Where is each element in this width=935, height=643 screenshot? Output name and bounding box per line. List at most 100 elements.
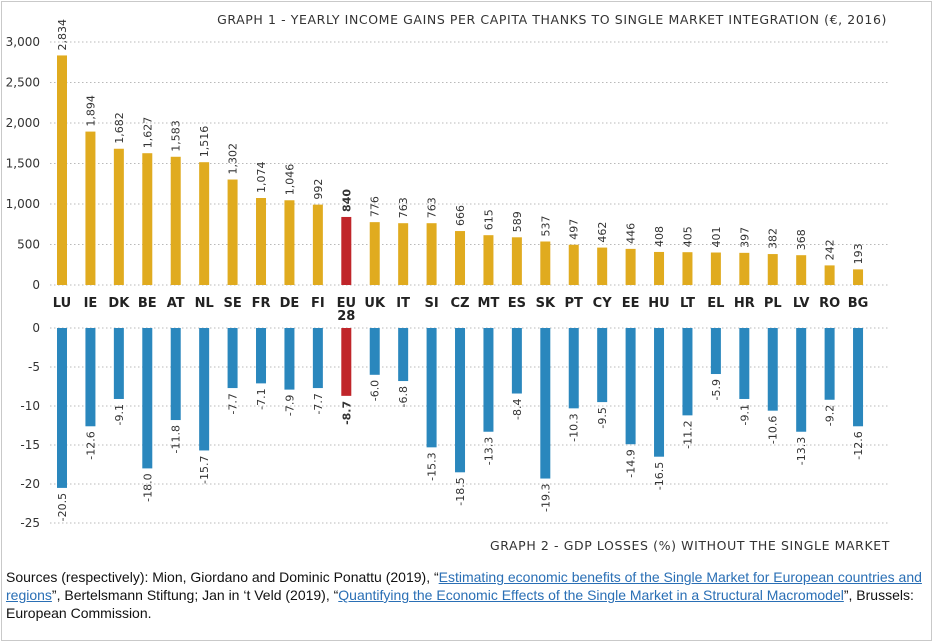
data-label-income: 615 (482, 209, 495, 230)
data-label-income: 242 (824, 239, 837, 260)
category-label: EL (707, 296, 724, 311)
bar-gdp-loss (483, 328, 494, 432)
bar-income (483, 235, 494, 285)
data-label-gdp-loss: -7.7 (227, 393, 240, 414)
bar-gdp-loss (398, 328, 409, 382)
bar-gdp-loss (455, 328, 466, 473)
bar-income (511, 237, 522, 285)
bar-gdp-loss (796, 328, 807, 432)
data-label-gdp-loss: -9.5 (596, 407, 609, 428)
data-label-income: 405 (681, 226, 694, 247)
category-label: DK (108, 296, 130, 311)
category-label: SI (424, 296, 438, 311)
data-label-income: 408 (653, 226, 666, 247)
bar-gdp-loss (426, 328, 437, 448)
category-label: IT (396, 296, 410, 311)
data-label-gdp-loss: -19.3 (539, 484, 552, 512)
graph2-title: GRAPH 2 - GDP LOSSES (%) WITHOUT THE SIN… (490, 538, 890, 553)
category-label: SK (536, 296, 556, 311)
y-tick-bottom: -10 (20, 399, 40, 413)
bar-income (597, 247, 608, 285)
bar-gdp-loss (57, 328, 67, 488)
data-label-gdp-loss: -11.2 (681, 420, 694, 448)
category-label: EE (622, 296, 640, 311)
bar-gdp-loss (142, 328, 153, 469)
data-label-gdp-loss: -7.9 (283, 395, 296, 416)
bars (57, 55, 864, 488)
category-label: AT (167, 296, 185, 311)
chart-canvas: GRAPH 1 - YEARLY INCOME GAINS PER CAPITA… (6, 12, 890, 553)
bar-gdp-loss (284, 328, 295, 390)
bar-income (739, 252, 750, 285)
y-tick-top: 2,000 (6, 116, 40, 130)
data-label-income: 1,627 (141, 117, 154, 149)
bar-income (369, 222, 380, 285)
bar-income (199, 162, 210, 285)
data-label-gdp-loss: -14.9 (625, 449, 638, 477)
bar-income (227, 179, 238, 285)
y-tick-top: 1,500 (6, 157, 40, 171)
data-label-income: 1,894 (84, 95, 97, 127)
data-label-income: 1,516 (198, 126, 211, 158)
category-label: MT (478, 296, 500, 311)
data-label-income: 397 (738, 227, 751, 248)
y-tick-top: 3,000 (6, 35, 40, 49)
y-tick-bottom: -15 (20, 438, 40, 452)
bar-income (540, 241, 551, 285)
category-label: BE (138, 296, 157, 311)
data-label-income: 497 (568, 219, 581, 240)
data-label-gdp-loss: -7.1 (255, 388, 268, 409)
category-label: NL (195, 296, 214, 311)
source-link-2[interactable]: Quantifying the Economic Effects of the … (338, 587, 844, 603)
data-label-gdp-loss: -10.6 (767, 416, 780, 444)
category-label: LT (680, 296, 695, 311)
data-label-gdp-loss: -15.7 (198, 455, 211, 483)
category-label: CY (593, 296, 613, 311)
category-label: EU 28 (337, 296, 356, 324)
data-label-income: 537 (539, 216, 552, 237)
data-label-income: 382 (767, 228, 780, 249)
graph1-title: GRAPH 1 - YEARLY INCOME GAINS PER CAPITA… (217, 12, 887, 27)
bar-income (682, 252, 693, 285)
y-tick-top: 0 (32, 278, 40, 292)
category-label: RO (819, 296, 840, 311)
data-label-income: 401 (710, 227, 723, 248)
data-label-income: 1,074 (255, 162, 268, 194)
data-label-gdp-loss: -18.0 (141, 473, 154, 501)
bar-gdp-loss (341, 328, 352, 396)
source-link-1[interactable]: Estimating economic benefits of the Sing… (6, 569, 922, 603)
bar-gdp-loss (853, 328, 864, 427)
y-tick-top: 2,500 (6, 76, 40, 90)
category-label: HR (734, 296, 755, 311)
data-label-income: 589 (511, 211, 524, 232)
bar-income (284, 200, 295, 285)
data-label-gdp-loss: -13.3 (482, 437, 495, 465)
bar-income (767, 254, 778, 285)
data-label-gdp-loss: -7.7 (312, 393, 325, 414)
bar-gdp-loss (568, 328, 579, 409)
bar-gdp-loss (312, 328, 323, 389)
bar-gdp-loss (597, 328, 608, 403)
bar-gdp-loss (227, 328, 238, 389)
bar-income (398, 223, 409, 285)
bar-gdp-loss (369, 328, 380, 375)
data-label-income: 776 (369, 196, 382, 217)
bar-income (341, 216, 352, 285)
y-tick-bottom: -5 (28, 360, 40, 374)
bar-income (57, 55, 67, 285)
data-label-gdp-loss: -10.3 (568, 413, 581, 441)
y-tick-bottom: -20 (20, 477, 40, 491)
y-tick-bottom: 0 (32, 321, 40, 335)
bar-gdp-loss (682, 328, 693, 416)
category-label: SE (223, 296, 241, 311)
data-label-gdp-loss: -9.2 (824, 405, 837, 426)
data-label-income: 840 (340, 189, 353, 212)
labels: 0 500 1,000 1,500 2,000 2,500 3,000 0 -5 -10 -15 -2… (6, 19, 869, 530)
data-label-income: 2,834 (56, 19, 69, 51)
category-label: PL (764, 296, 782, 311)
data-label-income: 462 (596, 222, 609, 243)
bar-income (796, 255, 807, 285)
data-label-gdp-loss: -5.9 (710, 379, 723, 400)
category-label: PT (565, 296, 584, 311)
category-label: LV (793, 296, 810, 311)
